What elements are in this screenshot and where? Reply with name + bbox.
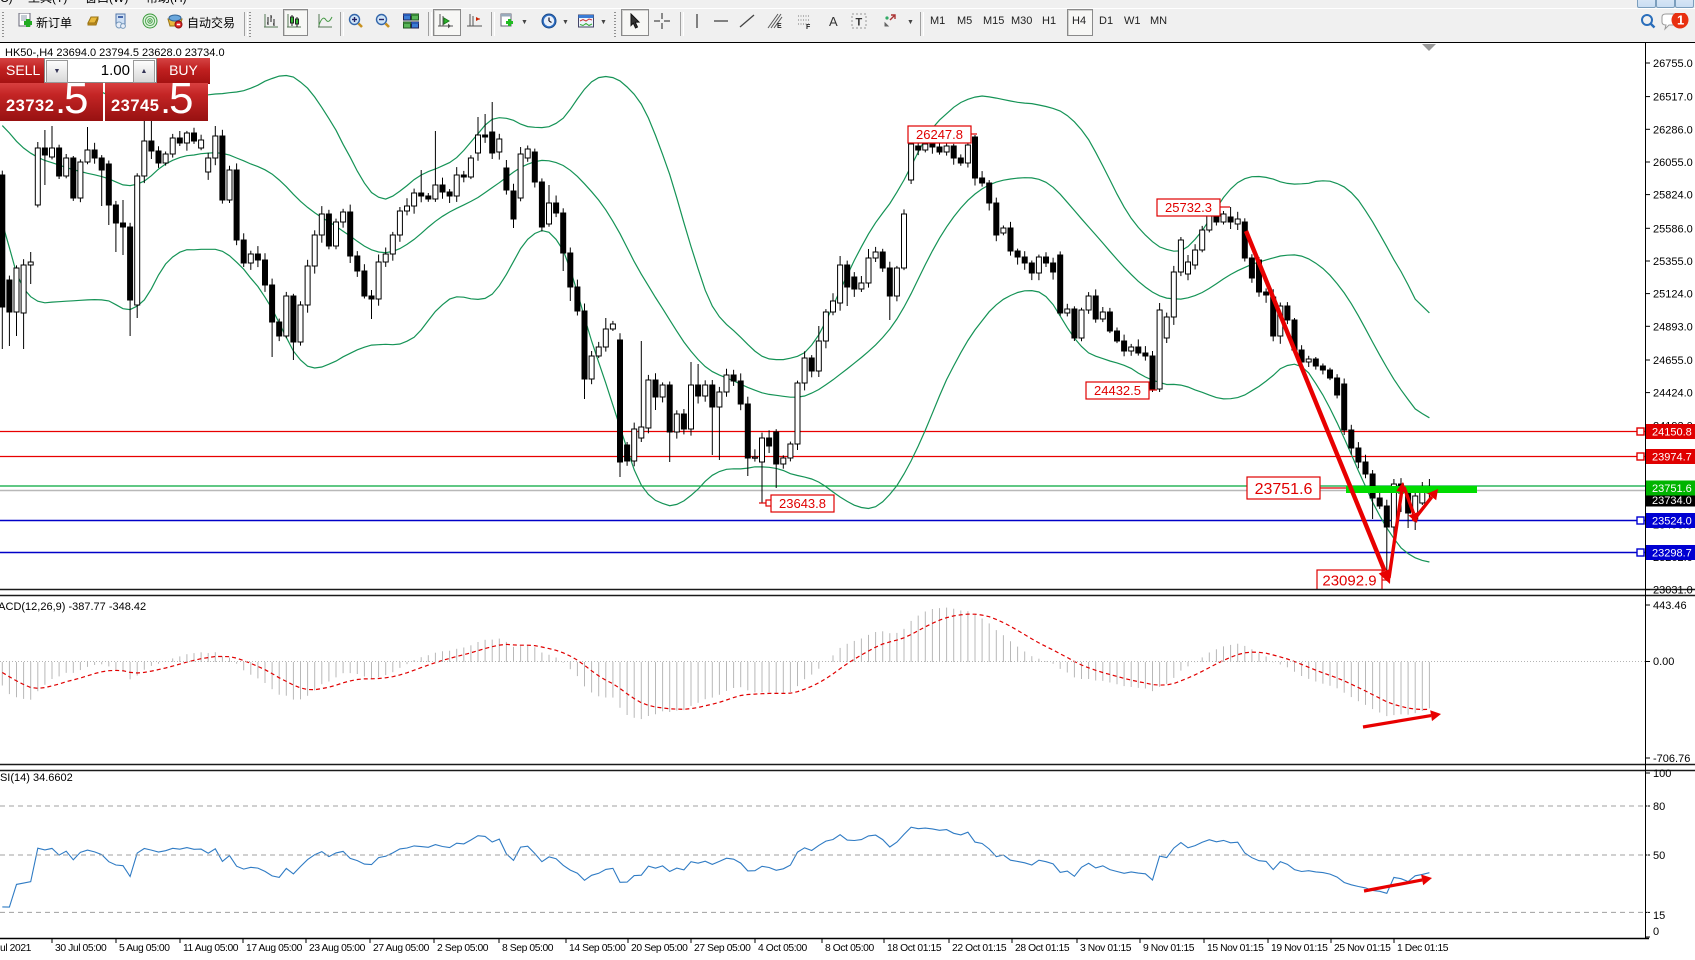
svg-text:25732.3: 25732.3	[1165, 200, 1212, 215]
svg-text:80: 80	[1653, 801, 1665, 813]
svg-text:23643.8: 23643.8	[779, 496, 826, 511]
svg-text:0.00: 0.00	[1653, 656, 1674, 668]
svg-text:24150.8: 24150.8	[1652, 427, 1692, 439]
svg-text:-706.76: -706.76	[1653, 753, 1690, 765]
svg-text:25 Nov 01:15: 25 Nov 01:15	[1334, 943, 1391, 954]
svg-text:19 Nov 01:15: 19 Nov 01:15	[1271, 943, 1328, 954]
svg-text:E: E	[777, 23, 782, 29]
svg-text:11 Aug 05:00: 11 Aug 05:00	[183, 943, 239, 954]
svg-text:3 Nov 01:15: 3 Nov 01:15	[1080, 943, 1132, 954]
svg-text:23298.7: 23298.7	[1652, 548, 1692, 560]
svg-text:24424.0: 24424.0	[1653, 388, 1693, 400]
svg-text:4 Oct 05:00: 4 Oct 05:00	[758, 943, 808, 954]
svg-text:23734.0: 23734.0	[1652, 495, 1692, 507]
svg-text:0: 0	[1653, 926, 1659, 938]
svg-text:24893.0: 24893.0	[1653, 321, 1693, 333]
svg-text:27 Aug 05:00: 27 Aug 05:00	[373, 943, 430, 954]
svg-text:1 Dec 01:15: 1 Dec 01:15	[1397, 943, 1449, 954]
svg-text:2 Sep 05:00: 2 Sep 05:00	[437, 943, 489, 954]
svg-text:F: F	[806, 24, 811, 29]
svg-text:23974.7: 23974.7	[1652, 452, 1692, 464]
svg-text:15 Nov 01:15: 15 Nov 01:15	[1207, 943, 1264, 954]
svg-text:A: A	[829, 14, 838, 29]
svg-text:25124.0: 25124.0	[1653, 289, 1693, 301]
svg-text:25355.0: 25355.0	[1653, 256, 1693, 268]
svg-text:17 Aug 05:00: 17 Aug 05:00	[246, 943, 303, 954]
svg-text:20 Sep 05:00: 20 Sep 05:00	[631, 943, 688, 954]
svg-text:RSI(14) 34.6602: RSI(14) 34.6602	[0, 772, 73, 784]
svg-text:8 Oct 05:00: 8 Oct 05:00	[825, 943, 875, 954]
svg-text:100: 100	[1653, 768, 1671, 780]
svg-text:T: T	[856, 17, 863, 29]
svg-text:23092.9: 23092.9	[1322, 572, 1376, 589]
svg-text:28 Oct 01:15: 28 Oct 01:15	[1015, 943, 1070, 954]
svg-text:26247.8: 26247.8	[916, 127, 963, 142]
svg-text:26055.0: 26055.0	[1653, 157, 1693, 169]
svg-text:1: 1	[1677, 13, 1684, 28]
svg-text:50: 50	[1653, 850, 1665, 862]
svg-text:8 Sep 05:00: 8 Sep 05:00	[502, 943, 554, 954]
svg-text:23751.6: 23751.6	[1652, 483, 1692, 495]
svg-text:26517.0: 26517.0	[1653, 92, 1693, 104]
svg-text:22 Oct 01:15: 22 Oct 01:15	[952, 943, 1007, 954]
svg-text:23031.0: 23031.0	[1653, 585, 1693, 597]
svg-text:15: 15	[1653, 910, 1665, 922]
svg-text:5 Aug 05:00: 5 Aug 05:00	[119, 943, 170, 954]
svg-text:25586.0: 25586.0	[1653, 223, 1693, 235]
svg-text:27 Sep 05:00: 27 Sep 05:00	[694, 943, 751, 954]
svg-text:25824.0: 25824.0	[1653, 190, 1693, 202]
svg-text:9 Nov 01:15: 9 Nov 01:15	[1143, 943, 1195, 954]
svg-text:26755.0: 26755.0	[1653, 58, 1693, 70]
svg-text:23751.6: 23751.6	[1255, 481, 1313, 498]
svg-text:443.46: 443.46	[1653, 600, 1687, 612]
svg-text:24432.5: 24432.5	[1094, 383, 1141, 398]
svg-text:ul 2021: ul 2021	[0, 943, 32, 954]
svg-text:30 Jul 05:00: 30 Jul 05:00	[55, 943, 107, 954]
svg-text:26286.0: 26286.0	[1653, 124, 1693, 136]
svg-text:MACD(12,26,9) -387.77 -348.42: MACD(12,26,9) -387.77 -348.42	[0, 601, 146, 613]
svg-text:14 Sep 05:00: 14 Sep 05:00	[569, 943, 626, 954]
svg-text:18 Oct 01:15: 18 Oct 01:15	[887, 943, 942, 954]
svg-text:HK50-,H4 23694.0 23794.5 2362: HK50-,H4 23694.0 23794.5 23628.0 23734.0	[5, 47, 225, 59]
svg-text:24655.0: 24655.0	[1653, 355, 1693, 367]
svg-text:23524.0: 23524.0	[1652, 516, 1692, 528]
svg-text:23 Aug 05:00: 23 Aug 05:00	[309, 943, 366, 954]
